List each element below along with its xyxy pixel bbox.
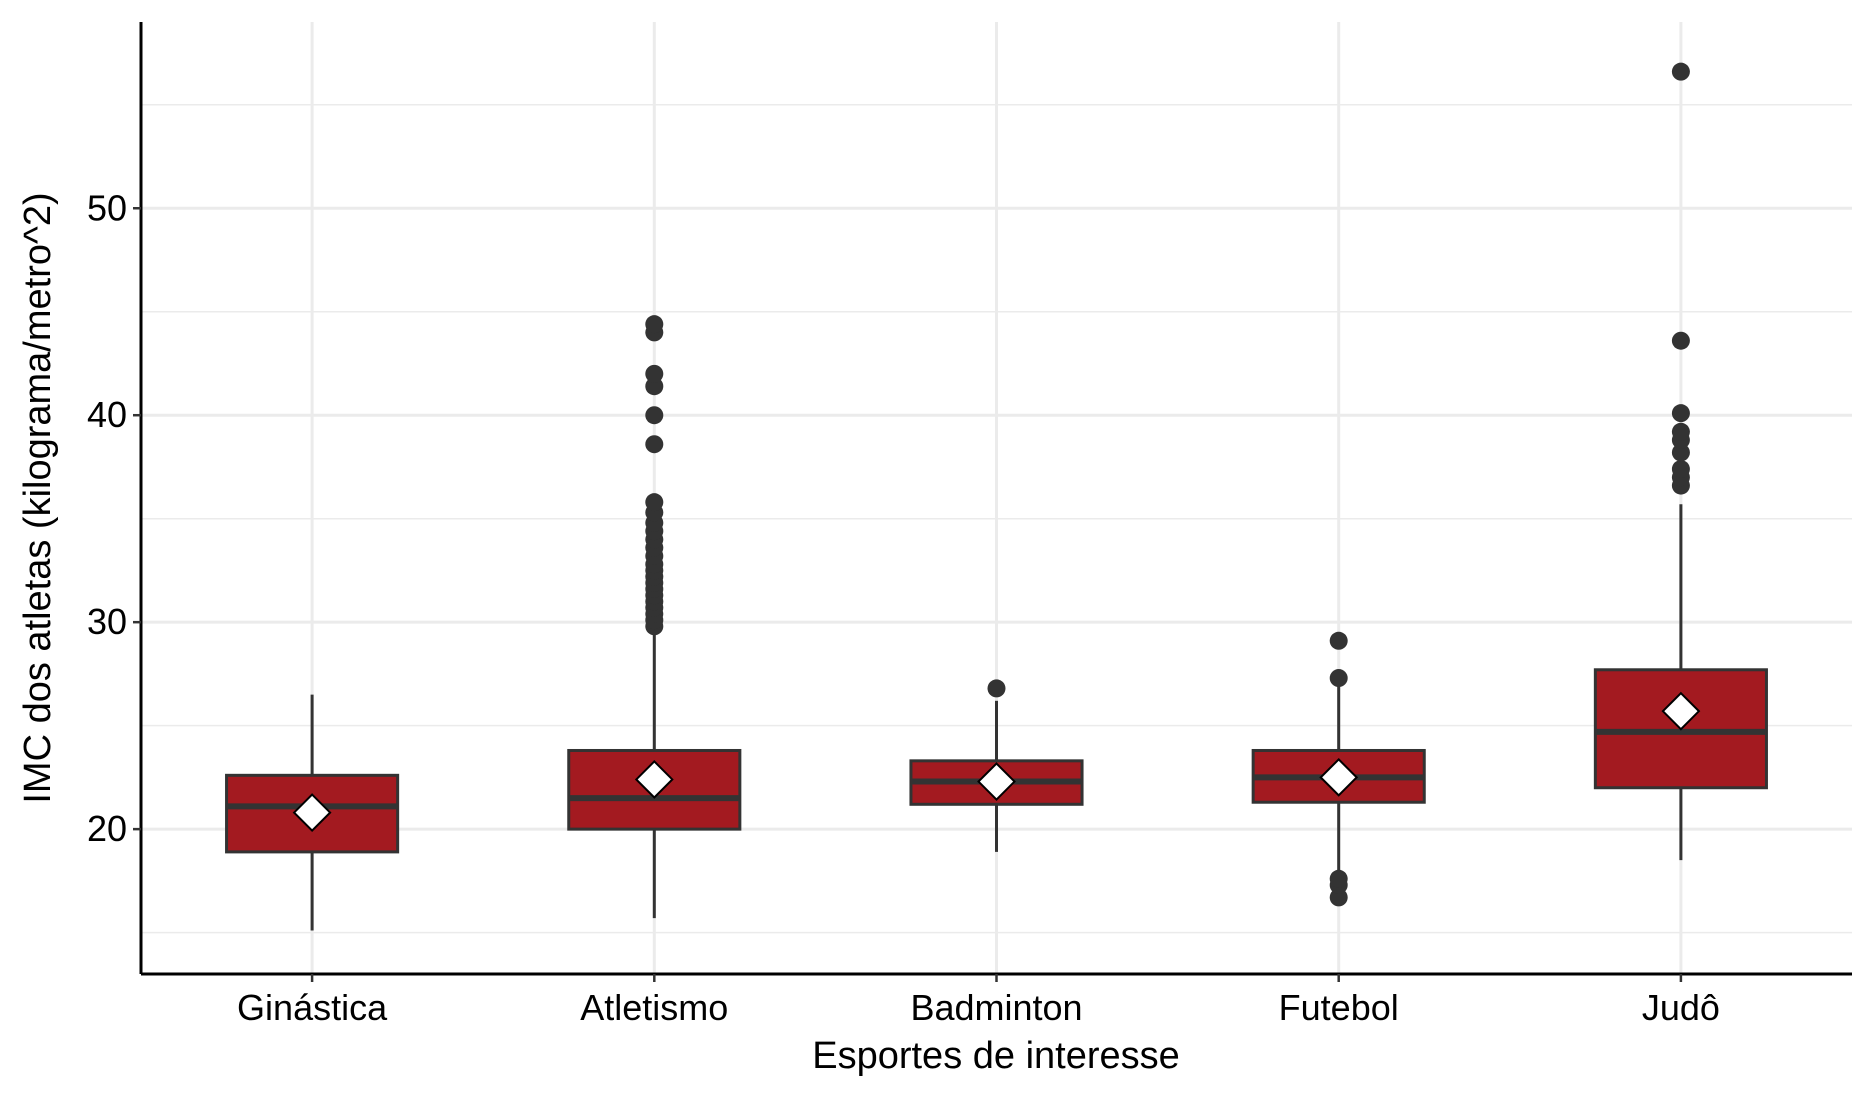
outlier-point — [645, 315, 664, 334]
outlier-point — [1671, 460, 1690, 479]
x-tick-label: Judô — [1642, 987, 1720, 1028]
y-tick-label: 50 — [87, 187, 127, 228]
outlier-point — [1329, 631, 1348, 650]
x-axis-title: Esportes de interesse — [812, 1035, 1180, 1077]
x-tick-label: Futebol — [1279, 987, 1399, 1028]
outlier-point — [1329, 888, 1348, 907]
mean-marker — [292, 793, 332, 832]
outlier-point — [645, 493, 664, 512]
outlier-point — [1671, 331, 1690, 350]
y-tick-label: 30 — [87, 601, 127, 642]
y-tick-label: 20 — [87, 808, 127, 849]
outlier-point — [1671, 443, 1690, 462]
y-axis-title: IMC dos atletas (kilograma/metro^2) — [17, 192, 59, 803]
outlier-point — [1671, 404, 1690, 423]
x-tick-label: Ginástica — [237, 987, 388, 1028]
outlier-point — [1671, 422, 1690, 441]
y-tick-label: 40 — [87, 394, 127, 435]
outlier-point — [645, 435, 664, 454]
outlier-point — [987, 679, 1006, 698]
boxes — [225, 62, 1768, 931]
x-tick-label: Atletismo — [580, 987, 728, 1028]
mean-marker — [1319, 757, 1359, 797]
mean-marker — [977, 762, 1016, 801]
tick-labels: 20 30 40 50 Ginástica Atletismo Badminton Futeb… — [87, 187, 1720, 1028]
outlier-point — [645, 364, 664, 383]
outlier-point — [1671, 62, 1690, 81]
outlier-point — [645, 377, 664, 396]
outlier-point — [1329, 869, 1348, 888]
outlier-point — [1329, 669, 1348, 688]
outlier-point — [645, 406, 664, 425]
mean-marker — [1661, 691, 1701, 731]
x-tick-label: Badminton — [910, 987, 1082, 1028]
mean-marker — [634, 760, 674, 799]
